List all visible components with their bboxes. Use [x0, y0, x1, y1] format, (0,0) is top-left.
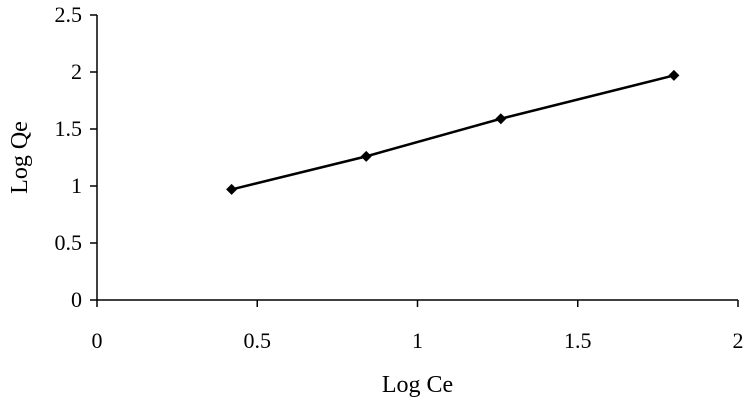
data-point: [668, 69, 680, 81]
data-point: [495, 113, 507, 125]
y-tick-label: 2: [71, 59, 82, 84]
y-tick-label: 2.5: [55, 2, 83, 27]
y-tick-label: 0: [71, 287, 82, 312]
series-line: [231, 74, 675, 191]
x-axis-title: Log Ce: [382, 372, 453, 398]
y-tick-label: 1.5: [55, 116, 83, 141]
x-tick-label: 0.5: [244, 328, 272, 353]
y-tick-label: 0.5: [55, 230, 83, 255]
data-point: [226, 183, 238, 195]
x-axis-ticks: 0 0.5 1 1.5 2: [92, 300, 744, 353]
y-axis-title: Log Qe: [7, 121, 33, 194]
plot-area: 0 0.5 1 1.5 2 0 0.5 1 1.5 2 2.5: [55, 2, 744, 353]
x-tick-label: 0: [92, 328, 103, 353]
y-tick-label: 1: [71, 173, 82, 198]
x-tick-label: 1.5: [564, 328, 592, 353]
y-axis-ticks: 0 0.5 1 1.5 2 2.5: [55, 2, 97, 312]
series-layer: [226, 69, 680, 195]
x-tick-label: 2: [733, 328, 744, 353]
x-tick-label: 1: [412, 328, 423, 353]
data-point: [360, 150, 372, 162]
